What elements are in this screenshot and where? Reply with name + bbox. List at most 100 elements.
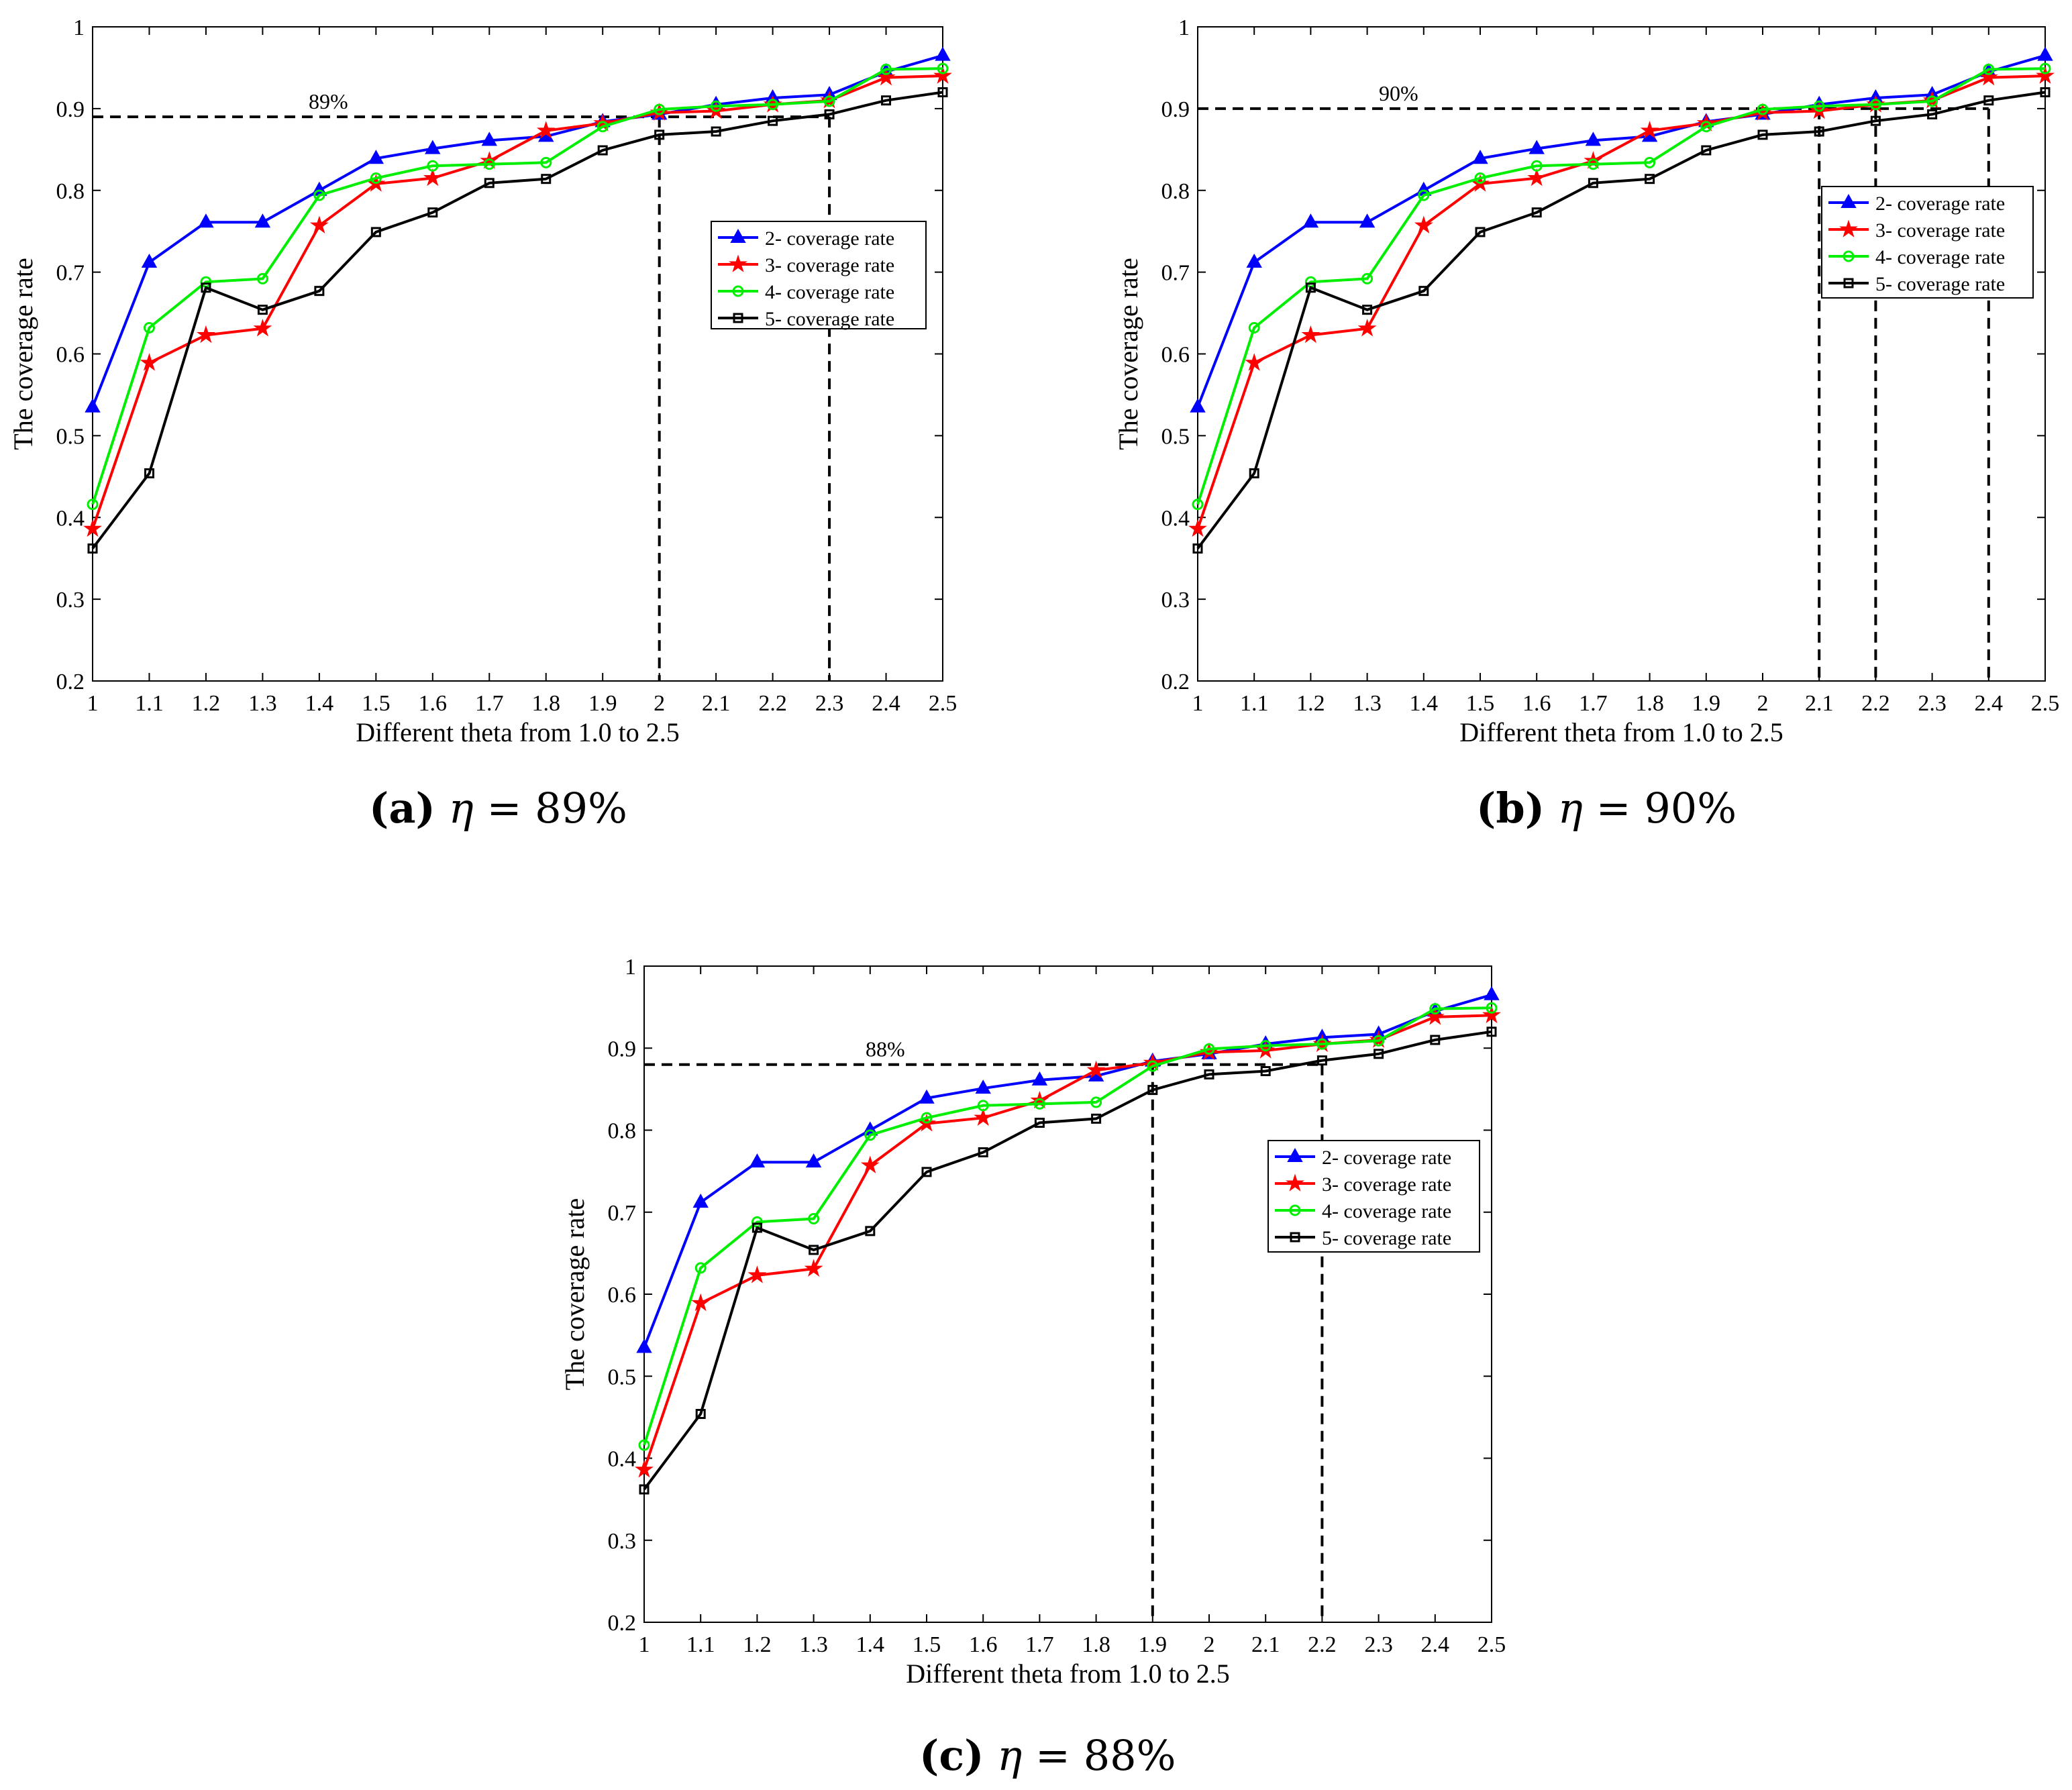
data-point-c-s4: [977, 1100, 989, 1112]
data-point-a-s4: [767, 99, 779, 111]
y-tick-label-b: 0.6: [1161, 343, 1190, 368]
caption-b-letter: b: [1496, 784, 1525, 833]
legend-label-c: 2- coverage rate: [1322, 1147, 1451, 1169]
chart-panel-a: 0.2 0.3 0.4 0.5 0.6 0.7 0.8 0.9 1 1 1.1 1.2 1.3 1.4 1.…: [0, 0, 1047, 761]
x-tick-label-b: 1.5: [1466, 691, 1495, 716]
caption-c: (c) η = 88%: [919, 1731, 1176, 1780]
data-point-c-s5: [1486, 1026, 1497, 1037]
x-tick-label-b: 1.7: [1579, 691, 1608, 716]
legend-label-a: 4- coverage rate: [765, 281, 894, 303]
caption-b: (b) η = 90%: [1476, 784, 1737, 833]
data-point-a-s5: [824, 109, 835, 119]
data-point-b-s5: [1814, 126, 1824, 137]
data-point-c-s4: [1259, 1040, 1272, 1052]
data-point-b-s4: [1474, 172, 1486, 184]
y-tick-label-a: 1: [73, 15, 85, 40]
legend-label-c: 5- coverage rate: [1322, 1227, 1451, 1249]
data-point-c-s5: [921, 1167, 932, 1177]
data-point-b-s4: [1869, 99, 1881, 111]
data-point-c-s5: [1430, 1035, 1441, 1045]
data-point-b-s5: [1305, 282, 1316, 293]
legend-box-c: [1267, 1140, 1480, 1253]
caption-c-rel: =: [1035, 1731, 1070, 1780]
data-point-a-s4: [540, 156, 552, 168]
legend-label-a: 5- coverage rate: [765, 308, 894, 330]
data-point-a-s3: [536, 121, 556, 139]
data-point-a-s2: [254, 213, 271, 228]
data-point-a-s3: [423, 168, 442, 187]
x-axis-label-c: Different theta from 1.0 to 2.5: [906, 1659, 1229, 1689]
legend-marker-c: [1289, 1204, 1301, 1216]
data-point-a-s2: [141, 253, 158, 268]
data-point-b-s5: [1870, 115, 1881, 126]
caption-a-symbol: η: [448, 784, 474, 833]
data-point-b-s4: [1813, 100, 1825, 112]
data-point-c-s3: [1425, 1007, 1445, 1025]
data-point-c-s4: [921, 1112, 933, 1124]
data-point-b-s5: [1588, 178, 1598, 189]
data-point-a-s3: [933, 66, 952, 84]
data-point-c-s4: [864, 1129, 876, 1141]
data-point-a-s3: [140, 353, 159, 371]
x-tick-label-a: 1.8: [531, 691, 560, 716]
legend-marker-a: [729, 254, 747, 272]
data-point-b-s3: [1979, 67, 1998, 86]
data-point-c-s5: [1091, 1113, 1102, 1124]
data-point-c-s2: [636, 1338, 652, 1353]
caption-c-open: (: [919, 1731, 939, 1780]
y-tick-label-b: 0.9: [1161, 97, 1190, 122]
x-tick-label-c: 1.2: [743, 1632, 772, 1657]
data-point-c-s3: [974, 1108, 993, 1126]
data-point-c-s4: [1429, 1003, 1441, 1015]
data-point-c-s3: [1086, 1060, 1106, 1079]
data-point-a-s4: [427, 160, 439, 172]
y-tick-label-c: 0.3: [608, 1529, 637, 1554]
data-point-b-s4: [1926, 95, 1938, 107]
data-point-b-s2: [2037, 46, 2053, 61]
x-tick-label-c: 1.5: [913, 1632, 941, 1657]
data-point-c-s4: [1147, 1060, 1159, 1072]
data-point-a-s4: [143, 322, 155, 333]
caption-c-value: 88%: [1083, 1731, 1176, 1780]
y-tick-label-a: 0.4: [56, 506, 85, 531]
y-tick-label-b: 0.8: [1161, 179, 1190, 204]
data-point-a-s5: [711, 126, 721, 137]
x-tick-label-b: 1.1: [1240, 691, 1269, 716]
legend-box-b: [1821, 186, 2034, 299]
data-point-b-s2: [1190, 398, 1206, 413]
y-tick-label-c: 0.9: [608, 1037, 637, 1061]
data-point-a-s5: [87, 543, 98, 554]
legend-marker-b: [1839, 219, 1858, 238]
data-point-b-s5: [1249, 468, 1259, 478]
data-point-b-s5: [1645, 174, 1655, 185]
x-tick-label-a: 2.1: [702, 691, 731, 716]
x-tick-label-b: 2.3: [1918, 691, 1947, 716]
x-tick-label-b: 1.9: [1692, 691, 1721, 716]
y-tick-label-c: 0.6: [608, 1283, 637, 1308]
y-tick-label-a: 0.8: [56, 179, 85, 204]
x-tick-label-c: 1.1: [686, 1632, 715, 1657]
y-tick-label-a: 0.6: [56, 343, 85, 368]
series-line-c-2: [643, 993, 1492, 1349]
caption-b-open: (: [1476, 784, 1496, 833]
chart-panel-c: 0.2 0.3 0.4 0.5 0.6 0.7 0.8 0.9 1 1 1.1 1.2 1.3 1.4 1.…: [550, 946, 1516, 1707]
y-tick-label-b: 0.2: [1161, 670, 1190, 694]
series-line-c-5: [643, 1030, 1492, 1491]
caption-c-close: ): [964, 1731, 984, 1780]
x-tick-label-b: 1: [1192, 691, 1204, 716]
caption-b-value: 90%: [1644, 784, 1737, 833]
x-tick-label-b: 1.6: [1522, 691, 1551, 716]
y-tick-label-c: 0.7: [608, 1201, 637, 1226]
data-point-c-s4: [808, 1213, 820, 1225]
legend-marker-c: [1290, 1232, 1300, 1243]
data-point-c-s3: [804, 1259, 823, 1277]
legend-marker-c: [1286, 1173, 1304, 1192]
data-point-c-s5: [1204, 1069, 1214, 1080]
data-point-c-s5: [865, 1226, 876, 1236]
data-point-a-s5: [768, 115, 778, 126]
data-point-c-s5: [1147, 1085, 1158, 1096]
caption-b-close: ): [1524, 784, 1545, 833]
data-point-a-s5: [654, 129, 665, 140]
data-point-a-s5: [881, 95, 892, 106]
data-point-c-s4: [1033, 1098, 1045, 1110]
